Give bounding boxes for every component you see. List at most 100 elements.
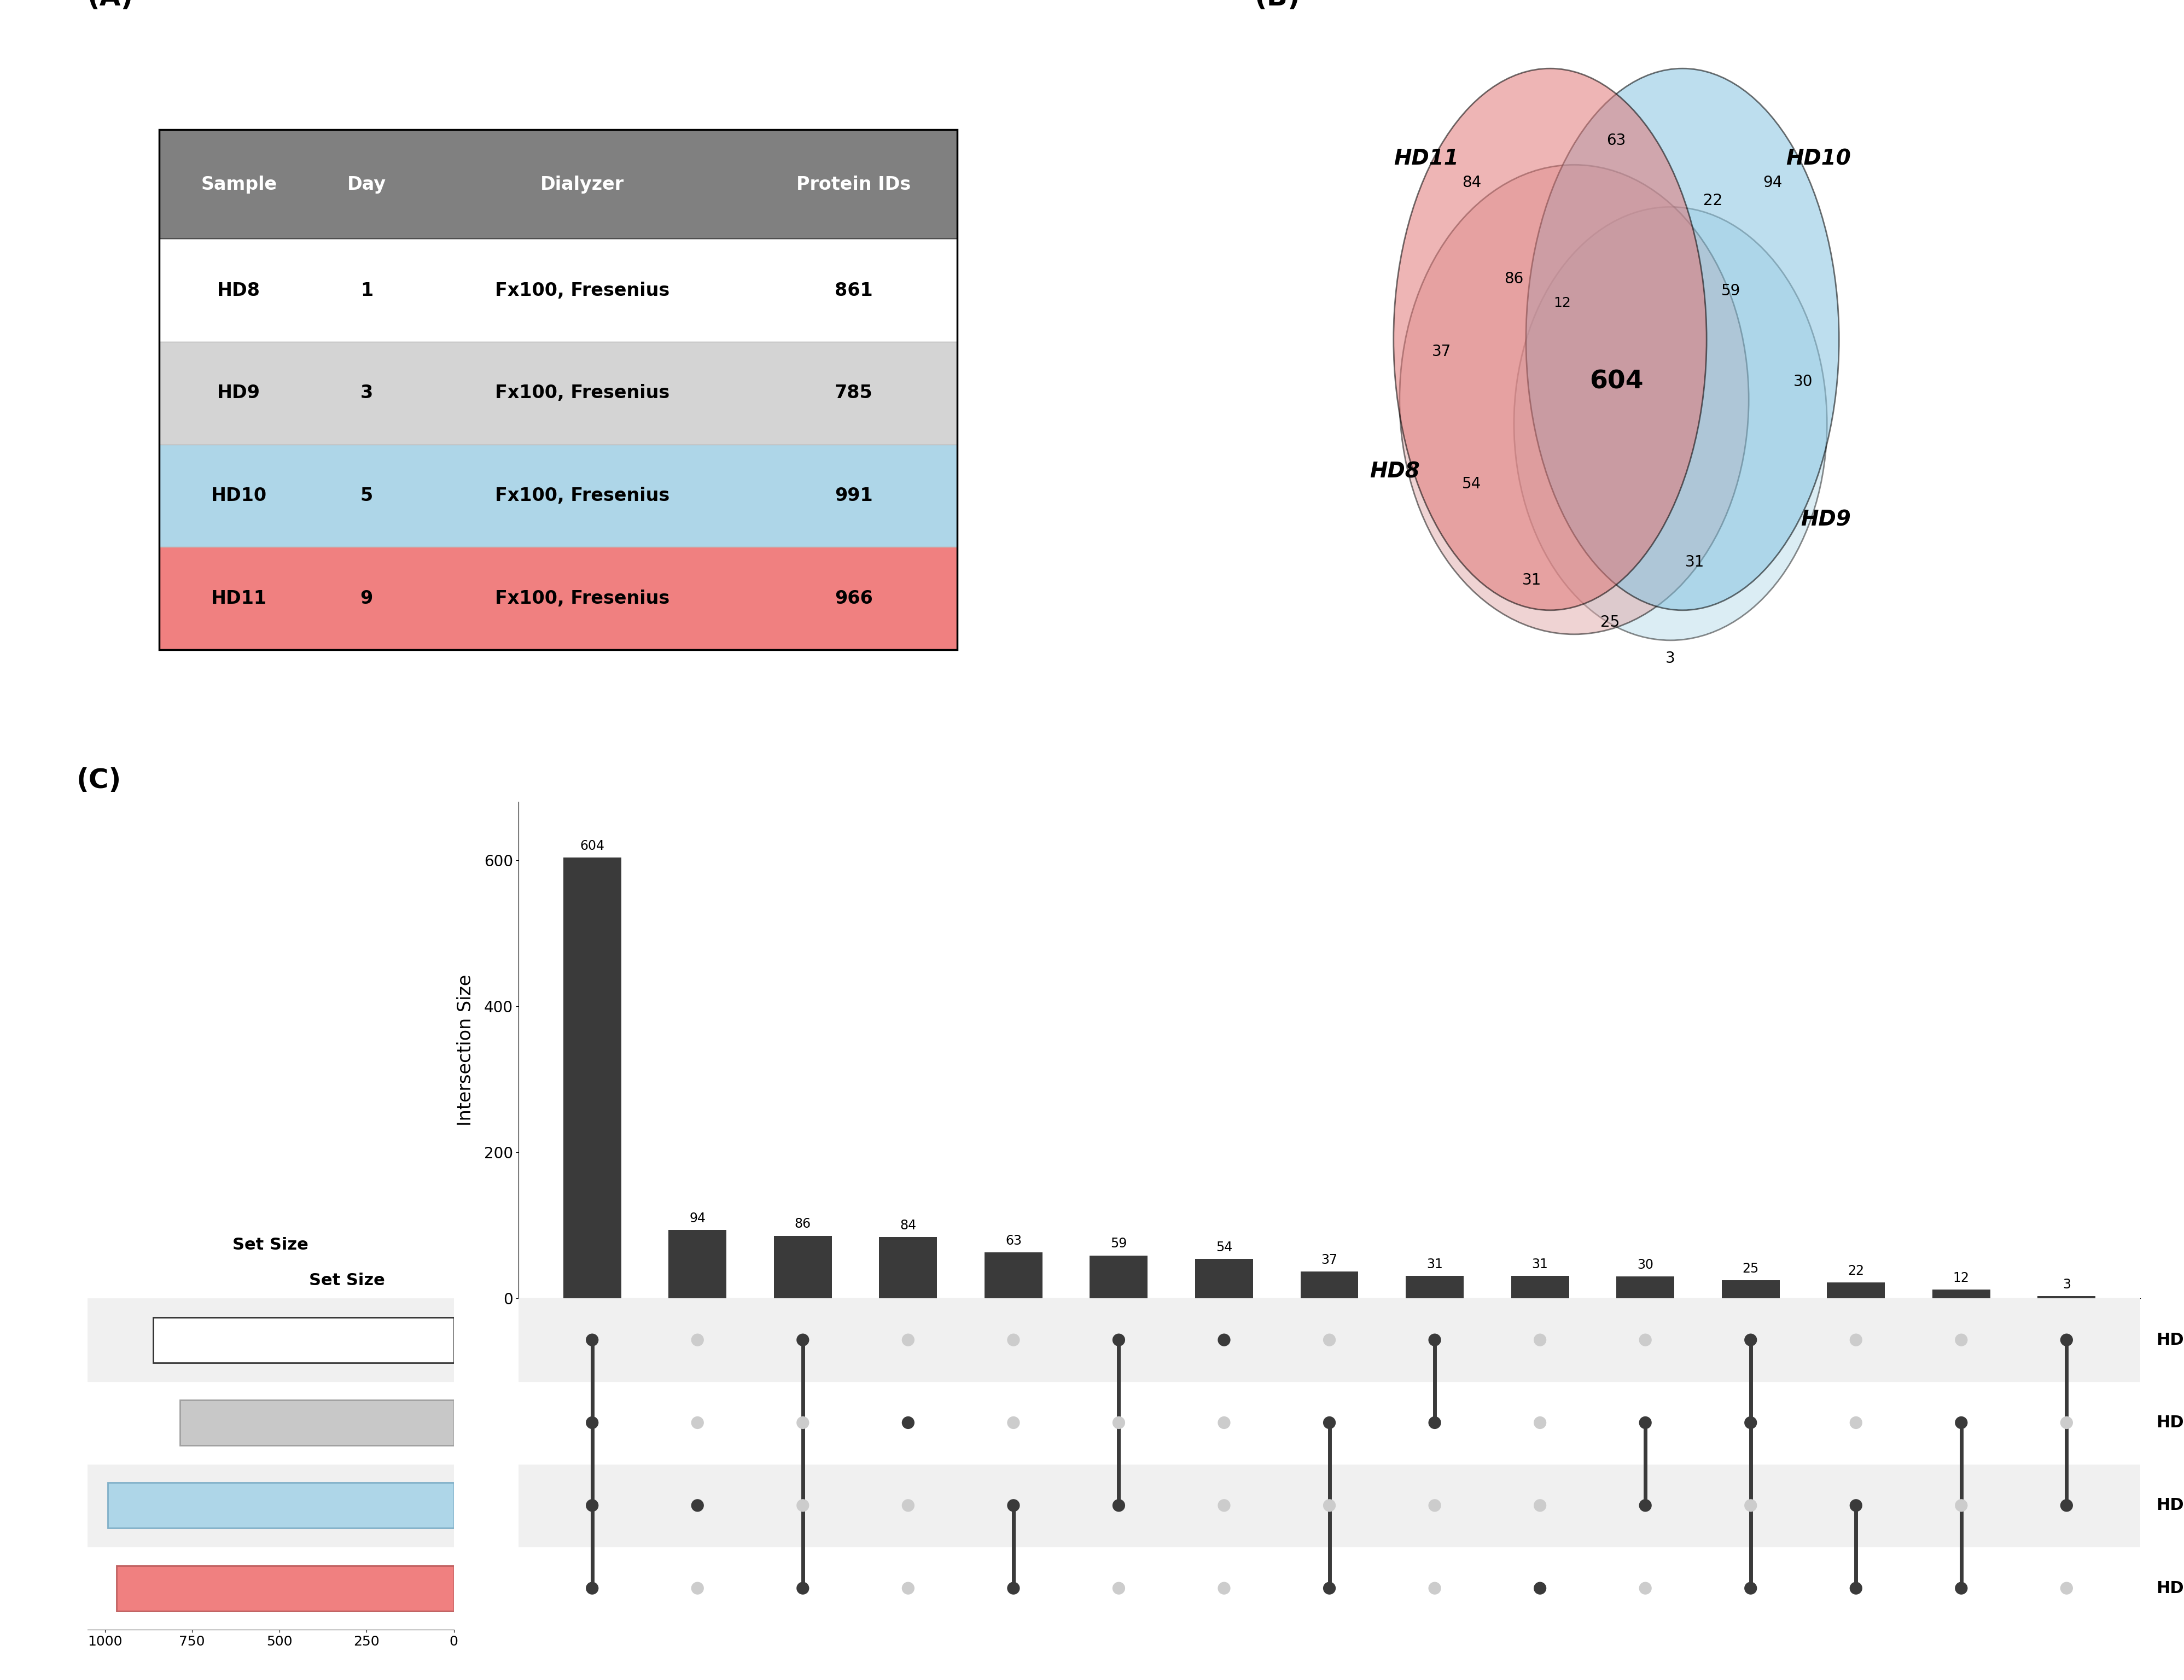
Point	[1734, 1410, 1769, 1436]
Text: 22: 22	[1848, 1265, 1865, 1277]
Text: HD9: HD9	[2156, 1415, 2184, 1431]
Text: HD10: HD10	[2156, 1497, 2184, 1514]
Bar	[668, 1230, 727, 1299]
Bar	[1721, 1280, 1780, 1299]
Point	[1522, 1574, 1557, 1601]
Text: HD9: HD9	[1802, 509, 1852, 531]
Point	[1313, 1410, 1348, 1436]
Point	[574, 1492, 609, 1519]
Text: 9: 9	[360, 590, 373, 608]
Bar	[1933, 1290, 1990, 1299]
Text: HD8: HD8	[1369, 462, 1420, 482]
Text: 25: 25	[1743, 1262, 1758, 1275]
Ellipse shape	[1527, 69, 1839, 610]
Point	[574, 1410, 609, 1436]
Text: 991: 991	[834, 487, 874, 504]
Text: 12: 12	[1952, 1272, 1970, 1285]
Point	[679, 1410, 714, 1436]
Text: 94: 94	[1762, 175, 1782, 190]
Point	[1522, 1327, 1557, 1354]
Bar	[2038, 1297, 2097, 1299]
Bar	[563, 857, 620, 1299]
Bar	[87, 1381, 454, 1463]
Point	[786, 1327, 821, 1354]
Point	[2049, 1410, 2084, 1436]
Bar	[1616, 1277, 1675, 1299]
Point	[1839, 1327, 1874, 1354]
Text: 86: 86	[795, 1218, 810, 1231]
Text: 59: 59	[1721, 284, 1741, 299]
Point	[1101, 1327, 1136, 1354]
Text: 966: 966	[834, 590, 874, 608]
Text: 59: 59	[1109, 1236, 1127, 1250]
Text: 63: 63	[1005, 1235, 1022, 1248]
Text: 31: 31	[1684, 554, 1704, 570]
Point	[1417, 1410, 1452, 1436]
Bar	[880, 1236, 937, 1299]
Text: HD11: HD11	[212, 590, 266, 608]
Point	[1944, 1327, 1979, 1354]
Point	[996, 1327, 1031, 1354]
Text: HD11: HD11	[2156, 1581, 2184, 1596]
Bar	[1090, 1255, 1149, 1299]
Point	[996, 1574, 1031, 1601]
Text: 30: 30	[1638, 1258, 1653, 1272]
Point	[1417, 1327, 1452, 1354]
Text: 54: 54	[1461, 475, 1481, 492]
Text: 604: 604	[1590, 370, 1642, 393]
Text: 31: 31	[1426, 1258, 1444, 1270]
Text: Sample: Sample	[201, 175, 277, 193]
Point	[679, 1574, 714, 1601]
Bar	[153, 1317, 454, 1362]
Bar	[159, 341, 957, 445]
Text: Fx100, Fresenius: Fx100, Fresenius	[496, 590, 670, 608]
Bar	[773, 1236, 832, 1299]
Text: HD9: HD9	[218, 385, 260, 402]
Point	[679, 1492, 714, 1519]
Point	[1944, 1410, 1979, 1436]
Point	[1839, 1574, 1874, 1601]
Text: HD10: HD10	[1787, 148, 1852, 170]
Point	[1206, 1327, 1241, 1354]
Y-axis label: Intersection Size: Intersection Size	[456, 974, 474, 1126]
Point	[1839, 1492, 1874, 1519]
Text: Fx100, Fresenius: Fx100, Fresenius	[496, 487, 670, 504]
Point	[1313, 1492, 1348, 1519]
Point	[1944, 1492, 1979, 1519]
Text: 54: 54	[1216, 1242, 1232, 1253]
Text: Fx100, Fresenius: Fx100, Fresenius	[496, 282, 670, 299]
Ellipse shape	[1400, 165, 1749, 635]
Point	[786, 1574, 821, 1601]
Point	[1522, 1410, 1557, 1436]
Text: 30: 30	[1793, 375, 1813, 390]
Bar	[179, 1399, 454, 1445]
Text: 1: 1	[360, 282, 373, 299]
Bar	[87, 1463, 454, 1547]
Point	[1734, 1492, 1769, 1519]
Ellipse shape	[1393, 69, 1706, 610]
Text: 37: 37	[1321, 1253, 1337, 1267]
Text: (C): (C)	[76, 768, 122, 793]
Text: 5: 5	[360, 487, 373, 504]
Point	[1101, 1492, 1136, 1519]
Point	[1627, 1492, 1662, 1519]
Point	[1734, 1327, 1769, 1354]
Point	[786, 1410, 821, 1436]
Text: 3: 3	[1666, 650, 1675, 665]
Bar	[159, 129, 957, 239]
Bar	[1511, 1275, 1568, 1299]
Bar	[1406, 1275, 1463, 1299]
Point	[1417, 1574, 1452, 1601]
Text: 37: 37	[1433, 344, 1452, 360]
Text: HD8: HD8	[218, 282, 260, 299]
Bar	[518, 1299, 2140, 1381]
Text: 86: 86	[1505, 272, 1524, 287]
Point	[1313, 1327, 1348, 1354]
Text: 3: 3	[2062, 1278, 2070, 1292]
Point	[786, 1492, 821, 1519]
Bar	[87, 1299, 454, 1381]
Text: 31: 31	[1522, 573, 1542, 588]
Point	[2049, 1574, 2084, 1601]
Point	[1206, 1574, 1241, 1601]
Text: 861: 861	[834, 282, 874, 299]
